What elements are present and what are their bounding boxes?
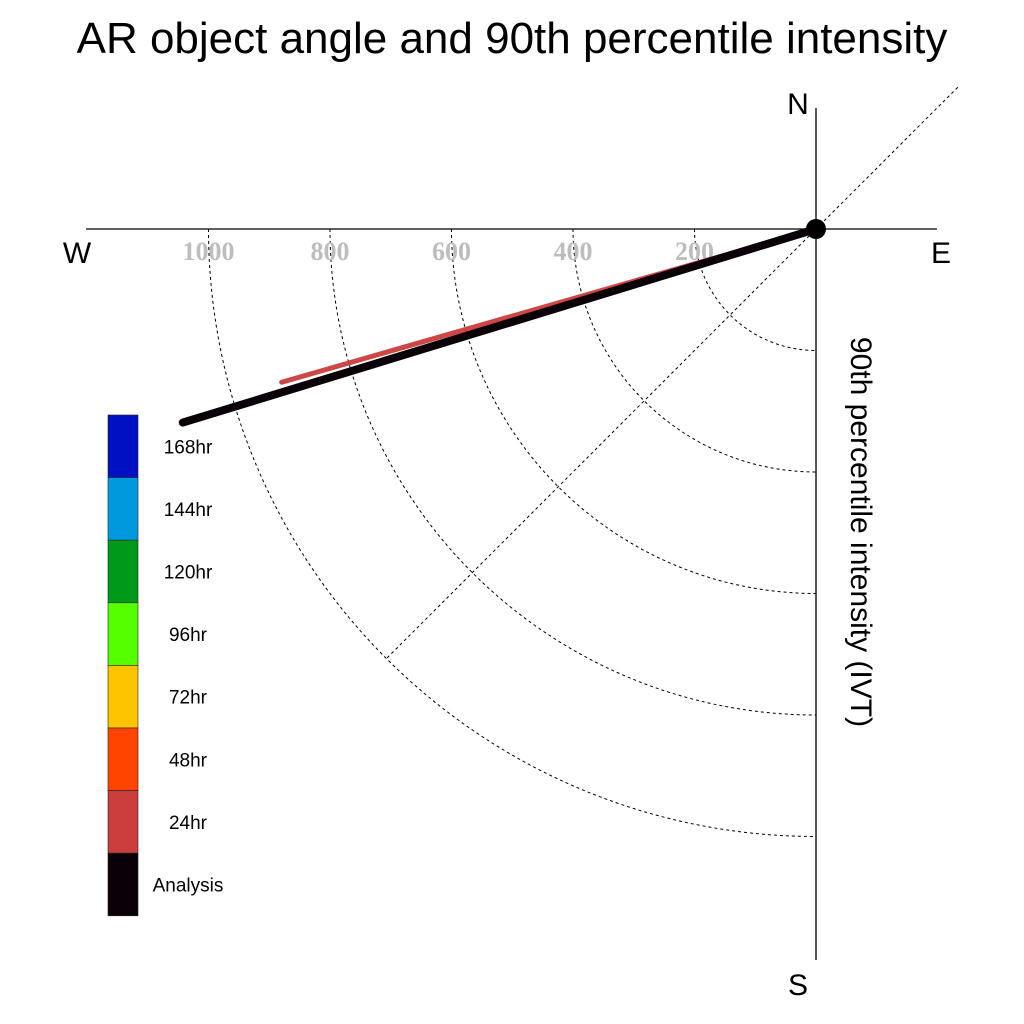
legend-swatch — [107, 602, 139, 666]
compass-north-label: N — [787, 88, 809, 121]
legend-label: 144hr — [164, 500, 213, 521]
legend-swatch — [107, 539, 139, 604]
legend-label: 168hr — [164, 437, 213, 458]
grid-layer — [208, 86, 959, 837]
legend-label: 48hr — [169, 750, 208, 771]
y-axis-label: 90th percentile intensity (IVT) — [844, 337, 877, 727]
compass-south-label: S — [788, 969, 808, 1002]
legend-swatch — [107, 727, 139, 791]
compass-east-label: E — [931, 237, 951, 270]
radial-tick-label: 800 — [311, 237, 350, 266]
legend-swatch — [107, 665, 139, 729]
legend-label: 24hr — [169, 813, 208, 834]
origin-marker — [806, 219, 826, 239]
legend-swatch — [107, 477, 139, 541]
legend-swatch — [107, 852, 139, 917]
legend-label: 120hr — [164, 563, 213, 584]
legend-label: Analysis — [153, 876, 224, 897]
compass-west-label: W — [63, 237, 92, 270]
range-ring — [451, 228, 817, 594]
legend-label: 72hr — [169, 688, 208, 709]
legend: 168hr 144hr 120hr 96hr 72hr 48hr 24hr Analysis — [107, 414, 224, 917]
series-line-analysis — [178, 225, 820, 427]
legend-label: 96hr — [169, 625, 208, 646]
series-layer — [178, 219, 826, 427]
legend-swatch — [107, 790, 139, 854]
range-ring — [694, 228, 817, 351]
chart-title: AR object angle and 90th percentile inte… — [76, 14, 948, 63]
range-ring — [208, 228, 817, 837]
diagonal-gridline — [386, 86, 959, 659]
radial-tick-label: 600 — [432, 237, 471, 266]
range-ring — [329, 228, 817, 716]
range-ring — [572, 228, 817, 473]
axes-layer — [86, 108, 937, 960]
radial-tick-label: 1000 — [183, 237, 235, 266]
radial-tick-label: 400 — [554, 237, 593, 266]
legend-swatch — [107, 414, 139, 478]
